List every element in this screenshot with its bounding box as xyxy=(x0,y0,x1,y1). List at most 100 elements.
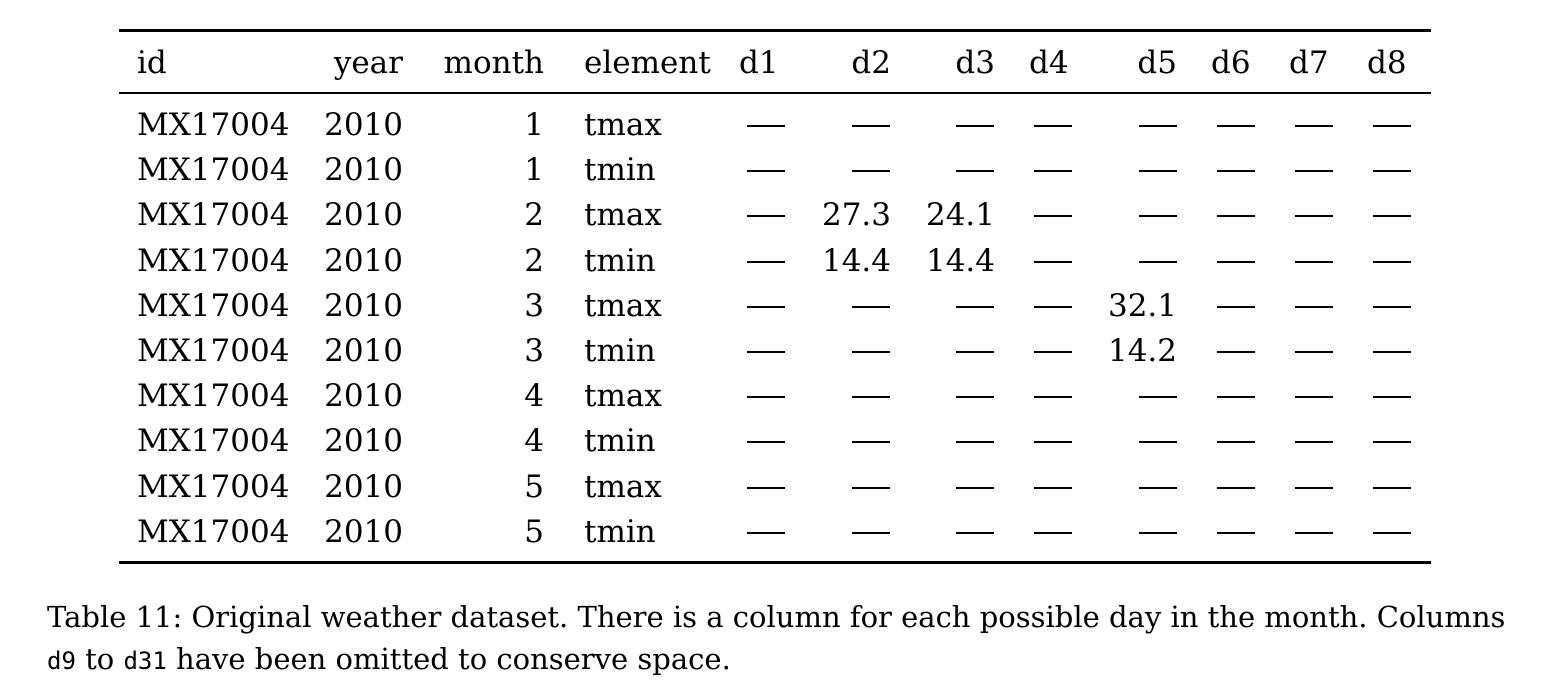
cell-month: 2 xyxy=(524,242,544,279)
cell-d5-missing: — xyxy=(1139,512,1177,552)
cell-year: 2010 xyxy=(324,152,403,189)
header-d8: d8 xyxy=(1367,45,1407,81)
cell-d7-missing: — xyxy=(1295,467,1333,507)
missing-value-dash xyxy=(747,441,785,444)
cell-d6-missing: — xyxy=(1217,286,1255,326)
cell-d5-missing: — xyxy=(1139,421,1177,461)
cell-d8-missing: — xyxy=(1373,421,1411,461)
missing-value-dash xyxy=(956,396,994,399)
missing-value-dash xyxy=(1373,351,1411,353)
missing-value-dash xyxy=(1139,125,1177,127)
cell-month: 3 xyxy=(524,287,544,324)
missing-value-dash xyxy=(747,531,785,534)
missing-value-dash xyxy=(747,125,785,127)
cell-d2-missing: — xyxy=(852,467,890,507)
header-d3: d3 xyxy=(955,45,995,81)
missing-value-dash xyxy=(1295,396,1333,399)
header-d6: d6 xyxy=(1211,45,1251,81)
cell-d3: 14.4 xyxy=(925,242,995,279)
cell-d6-missing: — xyxy=(1217,195,1255,235)
cell-element: tmin xyxy=(584,242,656,279)
missing-value-dash xyxy=(956,351,994,353)
missing-value-dash xyxy=(956,305,994,308)
caption-line-2: d9 to d31 have been omitted to conserve … xyxy=(47,638,1527,682)
cell-id: MX17004 xyxy=(137,152,290,189)
cell-year: 2010 xyxy=(324,242,403,279)
cell-element: tmax xyxy=(584,468,662,505)
cell-d6-missing: — xyxy=(1217,331,1255,371)
cell-d2-missing: — xyxy=(852,512,890,552)
missing-value-dash xyxy=(1217,260,1255,263)
cell-d5-missing: — xyxy=(1139,467,1177,507)
cell-d2-missing: — xyxy=(852,286,890,326)
cell-d5-missing: — xyxy=(1139,195,1177,235)
cell-d3-missing: — xyxy=(956,286,994,326)
cell-id: MX17004 xyxy=(137,287,290,324)
missing-value-dash xyxy=(1295,486,1333,489)
cell-d3-missing: — xyxy=(956,105,994,145)
cell-d4-missing: — xyxy=(1034,195,1072,235)
cell-d2: 27.3 xyxy=(821,197,891,234)
missing-value-dash xyxy=(852,486,890,489)
missing-value-dash xyxy=(1034,215,1072,218)
caption-line-1: Table 11: Original weather dataset. Ther… xyxy=(47,600,1506,634)
caption-rest: have been omitted to conserve space. xyxy=(166,642,731,676)
cell-month: 5 xyxy=(524,468,544,505)
cell-id: MX17004 xyxy=(137,513,290,550)
cell-element: tmax xyxy=(584,287,662,324)
cell-element: tmin xyxy=(584,513,656,550)
cell-d2-missing: — xyxy=(852,376,890,416)
cell-d5-missing: — xyxy=(1139,241,1177,281)
missing-value-dash xyxy=(852,305,890,308)
cell-month: 4 xyxy=(524,423,544,460)
cell-year: 2010 xyxy=(324,378,403,415)
missing-value-dash xyxy=(1295,531,1333,534)
cell-d6-missing: — xyxy=(1217,467,1255,507)
cell-d3-missing: — xyxy=(956,331,994,371)
cell-d7-missing: — xyxy=(1295,512,1333,552)
missing-value-dash xyxy=(1034,396,1072,399)
missing-value-dash xyxy=(747,396,785,399)
missing-value-dash xyxy=(1217,215,1255,218)
cell-d8-missing: — xyxy=(1373,376,1411,416)
cell-year: 2010 xyxy=(324,333,403,369)
cell-d7-missing: — xyxy=(1295,241,1333,281)
missing-value-dash xyxy=(1139,170,1177,173)
missing-value-dash xyxy=(1373,396,1411,399)
missing-value-dash xyxy=(1139,260,1177,263)
cell-d7-missing: — xyxy=(1295,195,1333,235)
missing-value-dash xyxy=(1034,441,1072,444)
missing-value-dash xyxy=(852,396,890,399)
cell-element: tmax xyxy=(584,378,662,415)
missing-value-dash xyxy=(852,125,890,127)
cell-d8-missing: — xyxy=(1373,286,1411,326)
cell-year: 2010 xyxy=(324,107,403,143)
cell-year: 2010 xyxy=(324,423,403,460)
cell-d1-missing: — xyxy=(747,331,785,371)
cell-d6-missing: — xyxy=(1217,241,1255,281)
cell-d4-missing: — xyxy=(1034,286,1072,326)
cell-year: 2010 xyxy=(324,287,403,324)
table-caption: Table 11: Original weather dataset. Ther… xyxy=(47,596,1527,682)
cell-d3-missing: — xyxy=(956,421,994,461)
cell-d5: 14.2 xyxy=(1107,333,1177,369)
missing-value-dash xyxy=(1295,305,1333,308)
missing-value-dash xyxy=(1034,305,1072,308)
missing-value-dash xyxy=(1034,486,1072,489)
cell-id: MX17004 xyxy=(137,423,290,460)
cell-d7-missing: — xyxy=(1295,286,1333,326)
cell-d6-missing: — xyxy=(1217,376,1255,416)
cell-d4-missing: — xyxy=(1034,421,1072,461)
cell-year: 2010 xyxy=(324,513,403,550)
missing-value-dash xyxy=(956,531,994,534)
missing-value-dash xyxy=(852,441,890,444)
missing-value-dash xyxy=(852,351,890,353)
missing-value-dash xyxy=(1373,125,1411,127)
missing-value-dash xyxy=(1295,351,1333,353)
header-d7: d7 xyxy=(1289,45,1329,81)
cell-d3-missing: — xyxy=(956,512,994,552)
header-d5: d5 xyxy=(1137,45,1177,81)
missing-value-dash xyxy=(956,441,994,444)
missing-value-dash xyxy=(1139,396,1177,399)
cell-month: 2 xyxy=(524,197,544,234)
